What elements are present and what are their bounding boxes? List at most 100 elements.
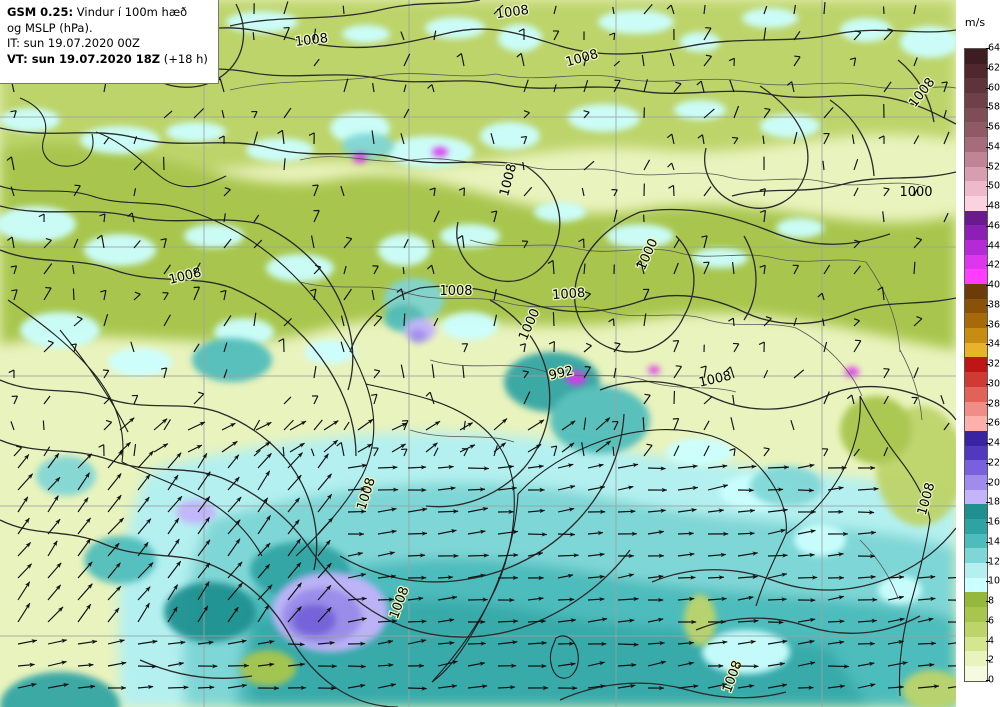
legend-colorbar[interactable] [964, 48, 988, 682]
legend-swatch [965, 284, 987, 299]
legend-swatch [965, 607, 987, 622]
wind-barb [703, 54, 712, 67]
wind-arrow [561, 442, 575, 453]
wind-barb [793, 30, 801, 41]
wind-barb [823, 264, 831, 275]
wind-barb [431, 239, 435, 249]
wind-arrow [77, 497, 89, 513]
wind-arrow [47, 682, 69, 689]
wind-arrow [167, 584, 179, 601]
wind-arrow [437, 618, 455, 623]
wind-arrow [257, 563, 271, 579]
wind-barb [73, 184, 81, 197]
wind-barb [642, 417, 645, 431]
wind-barb [552, 30, 560, 41]
wind-arrow [287, 474, 302, 491]
wind-arrow [437, 509, 459, 514]
wind-barb [853, 339, 862, 353]
wind-barb [703, 420, 710, 431]
legend-tick-mark [986, 146, 990, 148]
wind-barb [312, 184, 319, 197]
wind-arrow [317, 473, 332, 491]
wind-arrow [527, 464, 544, 469]
wind-arrow [107, 562, 121, 579]
wind-arrow [257, 662, 275, 667]
legend-swatch [965, 63, 987, 79]
color-legend: m/s 0 2 4 6 8 10 12 14 16 18 20 22 24 26 28 30 32 34 36 38 4… [956, 0, 1000, 707]
wind-arrow [47, 540, 58, 557]
wind-arrow [407, 639, 427, 645]
legend-tick-mark [986, 107, 990, 109]
wind-barb [403, 313, 406, 327]
wind-barb [7, 236, 15, 249]
wind-arrow [587, 617, 608, 623]
legend-swatch [965, 401, 987, 417]
wind-barb [133, 136, 138, 145]
wind-barb [251, 110, 258, 119]
wind-barb [793, 317, 797, 327]
wind-barb [913, 189, 918, 197]
wind-arrow [377, 551, 395, 557]
weather-map-canvas[interactable]: 1008 1008 1008 1008 1000 1008 1000 1008 1008 1008… [0, 0, 956, 707]
wind-arrow [77, 662, 94, 668]
wind-arrow [467, 573, 486, 579]
wind-barb [613, 79, 621, 93]
wind-barb [516, 52, 525, 67]
isobar-label: 1008 [439, 284, 472, 299]
wind-barb [518, 28, 525, 41]
legend-tick: 50 [988, 180, 1000, 192]
wind-barb [941, 81, 948, 93]
wind-barb [609, 32, 616, 41]
wind-arrow [17, 496, 29, 513]
wind-arrow [467, 553, 489, 558]
wind-barb [310, 448, 315, 457]
wind-arrow [425, 442, 438, 453]
wind-arrow [827, 684, 846, 689]
legend-tick-mark [986, 265, 990, 267]
legend-swatch [965, 489, 987, 505]
wind-arrow [187, 421, 206, 431]
map-title-box: GSM 0.25: Vindur í 100m hæð og MSLP (hPa… [0, 0, 219, 84]
wind-barb [673, 239, 680, 249]
wind-barb [522, 161, 525, 171]
wind-arrow [407, 531, 428, 536]
wind-arrow [437, 486, 456, 491]
wind-arrow [557, 662, 576, 667]
legend-tick-mark [986, 344, 990, 346]
wind-arrow [647, 660, 667, 667]
wind-arrow [827, 640, 845, 645]
legend-tick: 64 [988, 42, 1000, 54]
wind-arrow [647, 466, 666, 471]
wind-arrow [77, 517, 92, 535]
wind-barb [643, 159, 651, 171]
wind-arrow [527, 443, 542, 453]
wind-arrow [167, 661, 185, 667]
wind-barb [672, 417, 680, 431]
wind-barb [883, 187, 890, 197]
wind-barb [458, 187, 465, 197]
windspeed-shading-base [0, 0, 956, 707]
wind-arrow [737, 639, 756, 645]
wind-arrow [827, 664, 850, 669]
legend-swatch [965, 107, 987, 123]
wind-arrow [617, 642, 639, 647]
wind-barb [308, 132, 315, 145]
wind-barb [493, 4, 504, 15]
wind-barb [253, 214, 260, 223]
wind-barb [643, 288, 650, 301]
wind-arrow [797, 575, 818, 580]
wind-arrow [287, 606, 302, 623]
wind-arrow [857, 661, 875, 667]
wind-barb [193, 286, 200, 301]
wind-arrow [17, 662, 35, 668]
wind-arrow [347, 683, 366, 689]
wind-arrow [467, 507, 489, 513]
legend-unit-label: m/s [964, 16, 986, 29]
legend-tick-mark [986, 324, 990, 326]
wind-arrow [377, 597, 395, 602]
wind-barb [853, 239, 861, 249]
legend-swatch [965, 49, 987, 64]
legend-swatch [965, 533, 987, 549]
wind-barb [427, 84, 435, 93]
wind-arrow [917, 617, 934, 623]
